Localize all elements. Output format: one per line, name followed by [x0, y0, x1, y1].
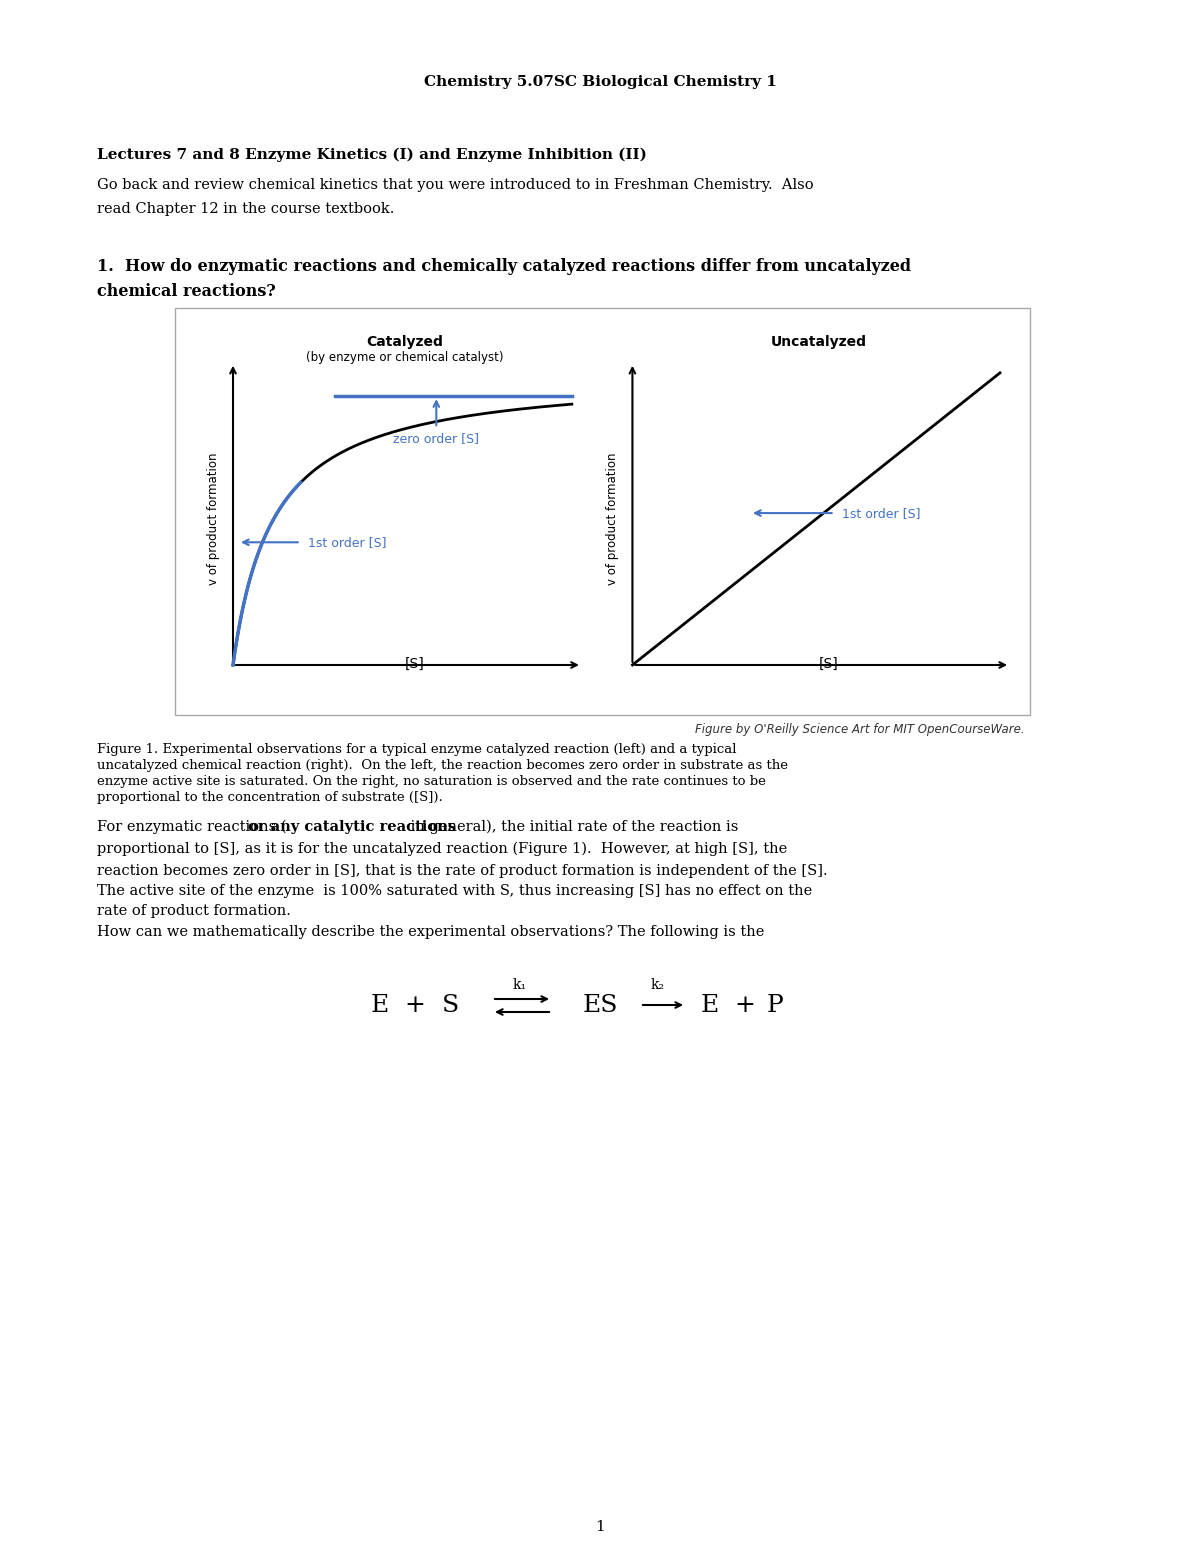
Text: +: + — [734, 994, 756, 1017]
Text: rate of product formation.: rate of product formation. — [97, 904, 290, 918]
Text: (by enzyme or chemical catalyst): (by enzyme or chemical catalyst) — [306, 351, 504, 363]
Text: uncatalyzed chemical reaction (right).  On the left, the reaction becomes zero o: uncatalyzed chemical reaction (right). O… — [97, 759, 788, 772]
Text: For enzymatic reactions (: For enzymatic reactions ( — [97, 820, 287, 834]
Text: Figure 1. Experimental observations for a typical enzyme catalyzed reaction (lef: Figure 1. Experimental observations for … — [97, 742, 737, 756]
Text: 1.  How do enzymatic reactions and chemically catalyzed reactions differ from un: 1. How do enzymatic reactions and chemic… — [97, 258, 911, 275]
Text: S: S — [442, 994, 458, 1017]
Text: Lectures 7 and 8 Enzyme Kinetics (I) and Enzyme Inhibition (II): Lectures 7 and 8 Enzyme Kinetics (I) and… — [97, 148, 647, 163]
Text: How can we mathematically describe the experimental observations? The following : How can we mathematically describe the e… — [97, 926, 764, 940]
Text: proportional to the concentration of substrate ([S]).: proportional to the concentration of sub… — [97, 790, 443, 804]
Text: 1: 1 — [595, 1520, 605, 1534]
Text: in general), the initial rate of the reaction is: in general), the initial rate of the rea… — [406, 820, 738, 834]
Text: +: + — [404, 994, 426, 1017]
Text: Chemistry 5.07SC Biological Chemistry 1: Chemistry 5.07SC Biological Chemistry 1 — [424, 75, 776, 89]
Text: v of product formation: v of product formation — [606, 452, 619, 585]
FancyBboxPatch shape — [175, 307, 1030, 714]
Text: 1st order [S]: 1st order [S] — [842, 506, 920, 520]
Text: P: P — [767, 994, 784, 1017]
Text: k₂: k₂ — [650, 978, 665, 992]
Text: Uncatalyzed: Uncatalyzed — [770, 335, 866, 349]
Text: reaction becomes zero order in [S], that is the rate of product formation is ind: reaction becomes zero order in [S], that… — [97, 863, 828, 877]
Text: enzyme active site is saturated. On the right, no saturation is observed and the: enzyme active site is saturated. On the … — [97, 775, 766, 787]
Text: E: E — [371, 994, 389, 1017]
Text: read Chapter 12 in the course textbook.: read Chapter 12 in the course textbook. — [97, 202, 395, 216]
Text: Catalyzed: Catalyzed — [366, 335, 443, 349]
Text: 1st order [S]: 1st order [S] — [307, 536, 386, 548]
Text: zero order [S]: zero order [S] — [394, 432, 479, 446]
Text: ES: ES — [582, 994, 618, 1017]
Text: E: E — [701, 994, 719, 1017]
Text: k₁: k₁ — [514, 978, 527, 992]
Text: chemical reactions?: chemical reactions? — [97, 283, 276, 300]
Text: [S]: [S] — [406, 657, 425, 671]
Text: or any catalytic reactions: or any catalytic reactions — [248, 820, 456, 834]
Text: proportional to [S], as it is for the uncatalyzed reaction (Figure 1).  However,: proportional to [S], as it is for the un… — [97, 842, 787, 856]
Text: Figure by O'Reilly Science Art for MIT OpenCourseWare.: Figure by O'Reilly Science Art for MIT O… — [695, 724, 1025, 736]
Text: Go back and review chemical kinetics that you were introduced to in Freshman Che: Go back and review chemical kinetics tha… — [97, 179, 814, 193]
Text: v of product formation: v of product formation — [206, 452, 220, 585]
Text: [S]: [S] — [818, 657, 839, 671]
Text: The active site of the enzyme  is 100% saturated with S, thus increasing [S] has: The active site of the enzyme is 100% sa… — [97, 884, 812, 898]
